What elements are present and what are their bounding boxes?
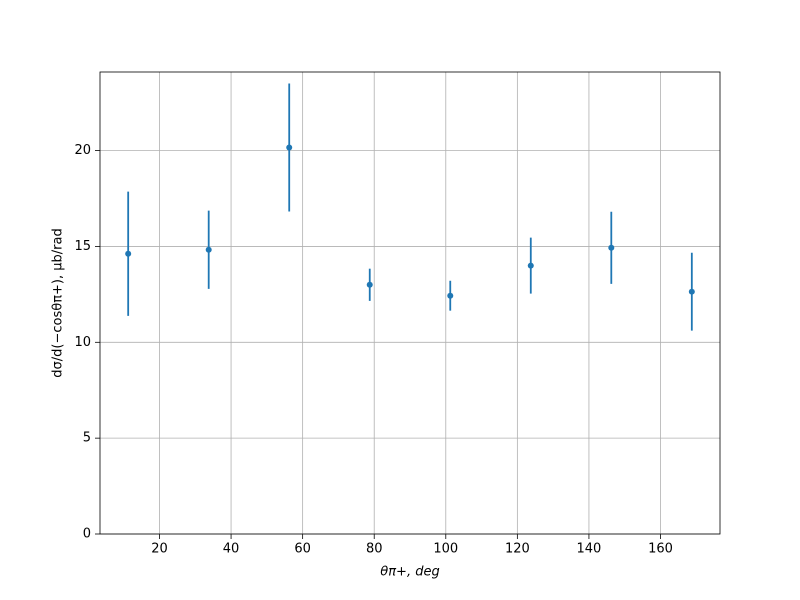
x-tick-label: 60 [294, 542, 311, 557]
data-point [286, 144, 293, 151]
data-point [688, 288, 695, 295]
x-tick-label: 140 [577, 542, 602, 557]
y-tick-label: 10 [74, 335, 91, 350]
x-tick-label: 100 [433, 542, 458, 557]
data-point [608, 244, 615, 251]
data-point [447, 292, 454, 299]
y-tick-label: 0 [83, 527, 91, 542]
plot-frame [99, 71, 721, 535]
data-point [527, 262, 534, 269]
y-tick-label: 15 [74, 239, 91, 254]
y-axis-label: dσ/d(−cosθπ+), μb/rad [51, 228, 66, 377]
x-tick-label: 20 [151, 542, 168, 557]
y-tick-label: 5 [83, 431, 91, 446]
y-tick-label: 20 [74, 143, 91, 158]
x-tick-label: 80 [366, 542, 383, 557]
x-tick-label: 160 [648, 542, 673, 557]
x-tick-label: 40 [223, 542, 240, 557]
data-point [125, 250, 132, 257]
x-tick-label: 120 [505, 542, 530, 557]
data-point [205, 246, 212, 253]
x-axis-label: θπ+, deg [380, 565, 439, 580]
data-point [366, 281, 373, 288]
